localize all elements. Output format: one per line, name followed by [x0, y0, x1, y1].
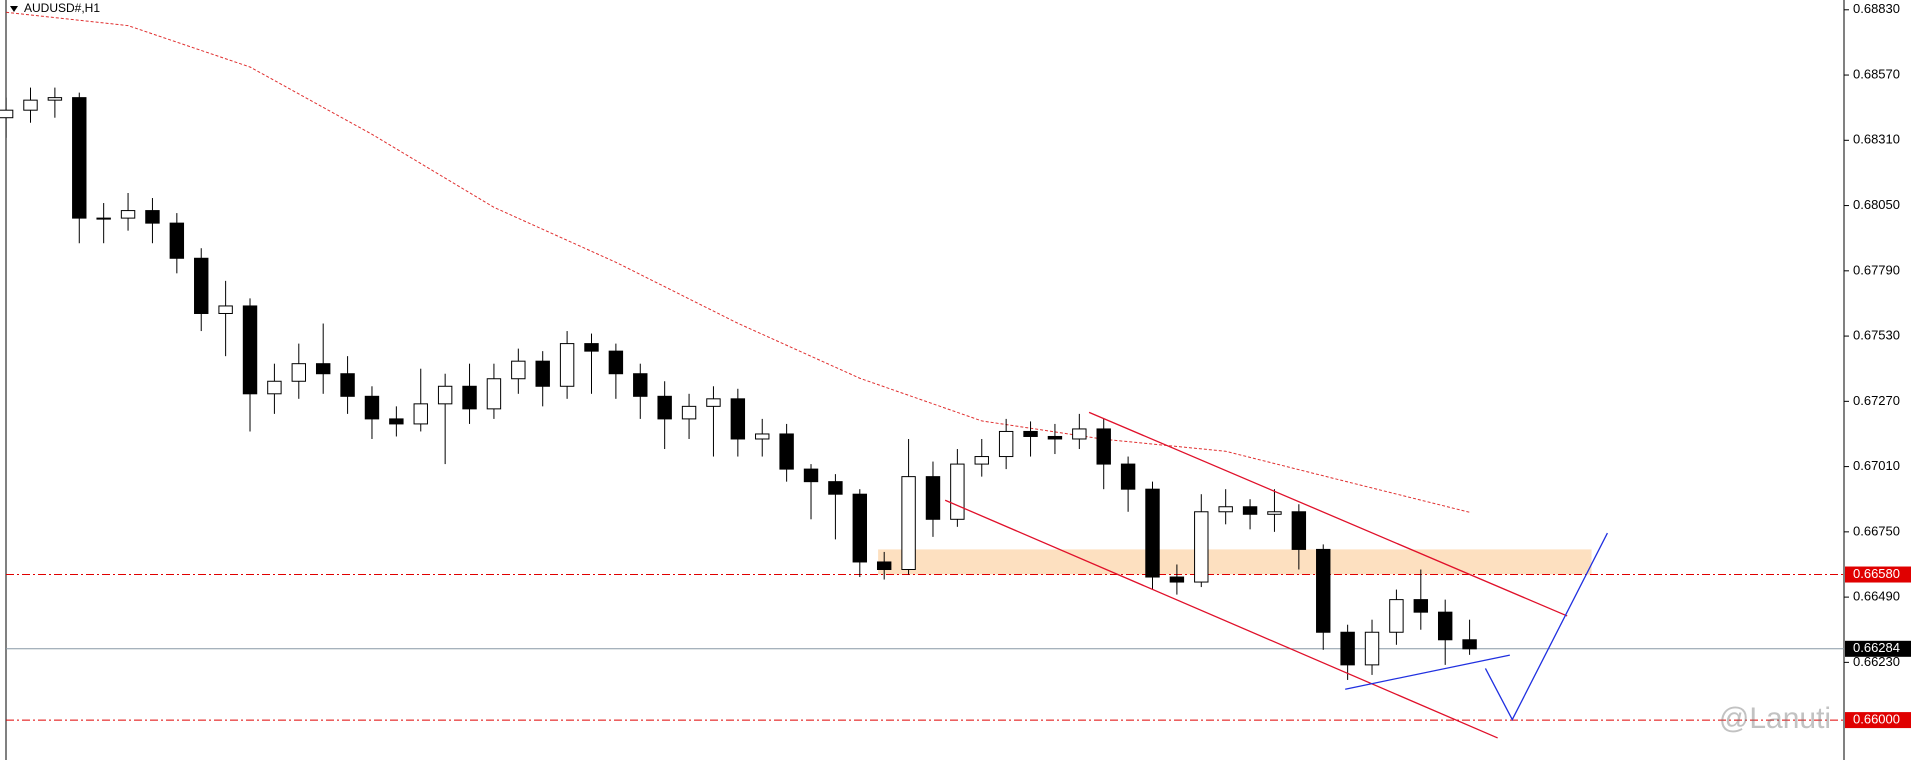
y-tick-label: 0.68830: [1853, 1, 1900, 16]
candle-body: [389, 418, 404, 425]
trendline: [1484, 532, 1608, 722]
menu-triangle[interactable]: [10, 6, 18, 12]
price-tag: [1845, 566, 1911, 583]
supply-zone: [878, 549, 1592, 575]
candle-body: [340, 373, 355, 397]
candle-body: [1120, 463, 1136, 490]
candle-body: [1267, 511, 1282, 515]
candle-body: [1364, 631, 1380, 666]
candle-body: [1389, 599, 1404, 633]
candle-body: [706, 398, 721, 407]
candle-body: [0, 109, 14, 119]
candle-body: [1340, 631, 1355, 666]
candle-body: [852, 493, 868, 563]
candle-body: [169, 222, 185, 259]
candle-body: [437, 385, 453, 405]
moving-average: [6, 11, 1470, 513]
candle-body: [998, 430, 1014, 458]
candle-body: [755, 433, 770, 440]
candle-body: [876, 561, 892, 570]
y-tick-label: 0.66490: [1853, 589, 1900, 604]
price-tag: [1845, 640, 1911, 657]
candle-body: [1047, 435, 1063, 440]
candle-body: [291, 363, 307, 382]
candle-body: [608, 350, 624, 375]
y-tick-label: 0.66750: [1853, 523, 1900, 538]
price-tag: [1845, 712, 1911, 729]
y-tick-label: 0.67530: [1853, 328, 1900, 343]
candle-body: [633, 373, 648, 397]
candle-body: [120, 210, 136, 219]
chart-title: AUDUSD#,H1: [24, 1, 100, 15]
candle-body: [145, 210, 160, 224]
candle-body: [218, 305, 233, 314]
candle-body: [1023, 430, 1038, 437]
candle-body: [681, 405, 697, 420]
price-tag-label: 0.66580: [1853, 566, 1900, 581]
candle-body: [1145, 488, 1160, 578]
candle-body: [1291, 511, 1307, 550]
y-tick-label: 0.68050: [1853, 197, 1900, 212]
candle-body: [535, 360, 550, 387]
candle-body: [23, 99, 38, 111]
price-tag-label: 0.66000: [1853, 712, 1900, 727]
candle-body: [1072, 428, 1087, 440]
candle-body: [1437, 611, 1453, 641]
candle-body: [925, 476, 941, 520]
candle-body: [194, 257, 209, 314]
candle-body: [47, 97, 63, 101]
trendline: [944, 499, 1498, 739]
candle-body: [1096, 428, 1111, 465]
candle-body: [1413, 599, 1429, 613]
candle-body: [1194, 511, 1209, 583]
candle-body: [974, 456, 989, 465]
candle-body: [1218, 506, 1233, 513]
candle-body: [511, 360, 526, 380]
candle-body: [657, 395, 672, 420]
candle-body: [730, 398, 746, 440]
candle-body: [315, 363, 331, 375]
candle-body: [1316, 548, 1331, 633]
candle-body: [1169, 576, 1185, 583]
candle-body: [779, 433, 794, 470]
candle-body: [413, 403, 428, 425]
candle-body: [559, 343, 575, 387]
trendline: [1345, 654, 1510, 690]
candle-body: [364, 395, 380, 420]
candle-body: [584, 343, 599, 352]
candle-body: [72, 97, 87, 219]
y-tick-label: 0.67790: [1853, 262, 1900, 277]
y-tick-label: 0.68310: [1853, 132, 1900, 147]
candle-body: [462, 385, 477, 410]
candle-body: [267, 380, 282, 395]
y-tick-label: 0.66230: [1853, 654, 1900, 669]
trendline: [1088, 411, 1568, 617]
candle-body: [1462, 639, 1477, 650]
y-tick-label: 0.68570: [1853, 66, 1900, 81]
candle-body: [828, 481, 843, 495]
candle-body: [1242, 506, 1258, 515]
candle-body: [486, 378, 502, 410]
y-tick-label: 0.67010: [1853, 458, 1900, 473]
watermark: @Lanuti: [1719, 702, 1831, 735]
candle-body: [901, 476, 916, 570]
candle-body: [96, 217, 111, 220]
y-tick-label: 0.67270: [1853, 393, 1900, 408]
candle-body: [950, 463, 965, 520]
price-tag-label: 0.66284: [1853, 640, 1900, 655]
candle-body: [803, 468, 819, 483]
candle-body: [242, 305, 258, 395]
